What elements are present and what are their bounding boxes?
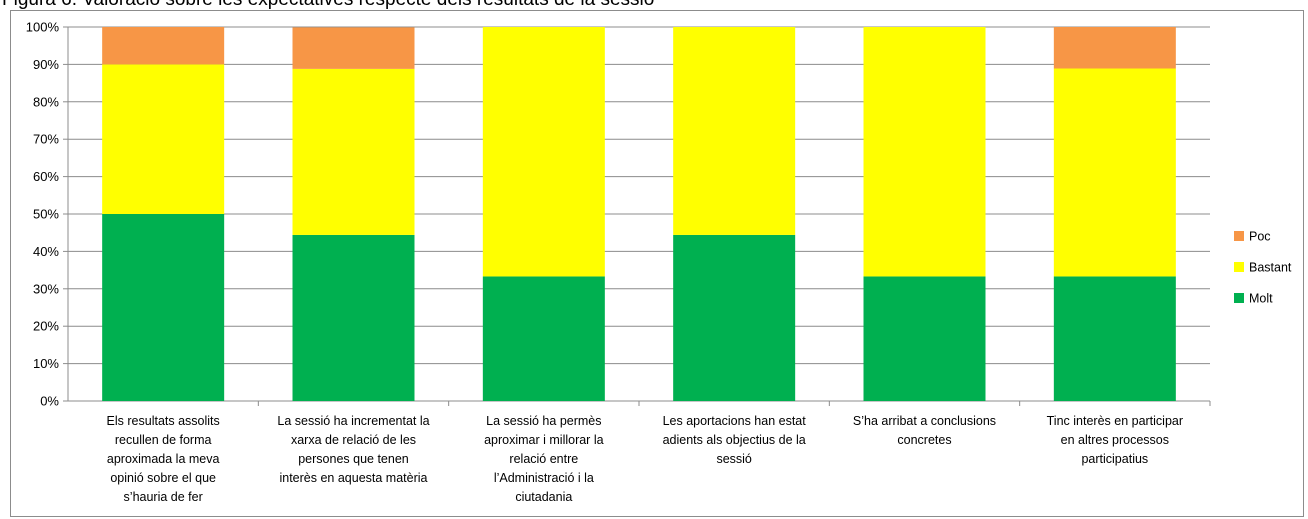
y-tick-label: 20%: [33, 319, 59, 334]
bar-molt: [1053, 276, 1176, 401]
y-tick-label: 70%: [33, 132, 59, 147]
bar-poc: [292, 27, 415, 69]
legend-swatch-poc: [1234, 231, 1244, 241]
legend-label-bastant: Bastant: [1249, 261, 1292, 275]
x-category-label: S’ha arribat a conclusions concretes: [853, 414, 996, 447]
bar-molt: [863, 276, 986, 401]
legend-label-molt: Molt: [1249, 292, 1273, 306]
bar-bastant: [482, 27, 605, 277]
x-category-label: Les aportacions han estat adients als obj…: [663, 414, 807, 466]
y-tick-label: 40%: [33, 244, 59, 259]
x-category-label: Els resultats assolits recullen de forma a…: [107, 414, 220, 504]
bar-poc: [1053, 27, 1176, 69]
legend-swatch-bastant: [1234, 262, 1244, 272]
y-tick-label: 80%: [33, 94, 59, 109]
y-tick-label: 10%: [33, 356, 59, 371]
bar-molt: [482, 276, 605, 401]
legend-label-poc: Poc: [1249, 230, 1271, 244]
bar-bastant: [673, 27, 796, 235]
y-tick-label: 60%: [33, 169, 59, 184]
chart-title: Figura 6. Valoració sobre les expectativ…: [2, 0, 654, 11]
bar-molt: [673, 234, 796, 401]
x-category-label: La sessió ha incrementat la xarxa de rela…: [277, 414, 429, 485]
y-tick-label: 0%: [40, 394, 59, 409]
bar-bastant: [292, 68, 415, 235]
y-tick-label: 30%: [33, 281, 59, 296]
bar-molt: [102, 214, 225, 401]
legend-swatch-molt: [1234, 293, 1244, 303]
bar-molt: [292, 234, 415, 401]
bar-bastant: [863, 27, 986, 277]
y-tick-label: 90%: [33, 57, 59, 72]
x-category-label: Tinc interès en participar en altres proc…: [1047, 414, 1183, 466]
bar-poc: [102, 27, 225, 65]
bar-bastant: [102, 64, 225, 215]
y-tick-label: 50%: [33, 207, 59, 222]
bar-bastant: [1053, 68, 1176, 277]
x-category-label: La sessió ha permès aproximar i millorar …: [484, 414, 604, 504]
y-tick-label: 100%: [26, 20, 60, 35]
